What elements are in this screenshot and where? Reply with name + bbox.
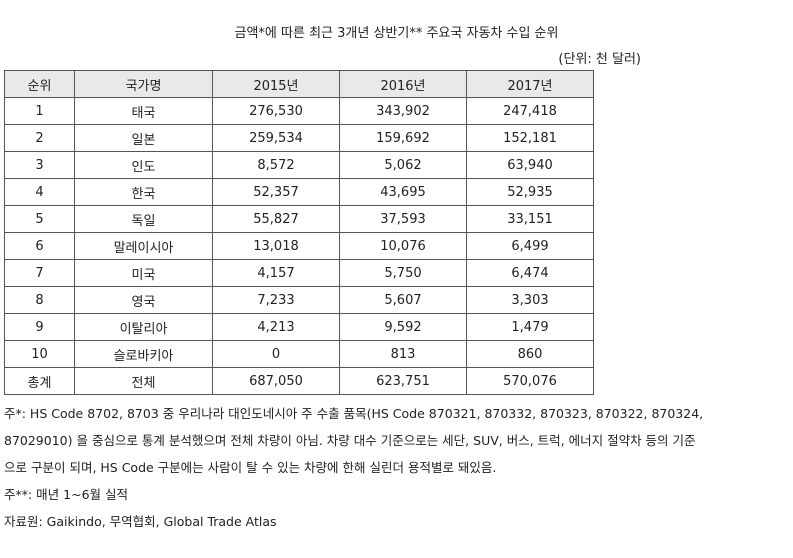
cell-country: 이탈리아 — [74, 313, 213, 341]
cell-2017: 1,479 — [466, 313, 594, 341]
cell-2016: 159,692 — [339, 124, 467, 152]
table-row: 6 말레이시아 13,018 10,076 6,499 — [4, 232, 594, 260]
cell-2015: 8,572 — [212, 151, 340, 179]
cell-rank: 5 — [4, 205, 75, 233]
source-note: 자료원: Gaikindo, 무역협회, Global Trade Atlas — [4, 514, 277, 529]
cell-rank: 9 — [4, 313, 75, 341]
cell-rank: 3 — [4, 151, 75, 179]
cell-2015: 4,213 — [212, 313, 340, 341]
footnote-1-line-2: 87029010) 을 중심으로 통계 분석했으며 전체 차량이 아님. 차량 … — [4, 433, 696, 448]
table-row: 7 미국 4,157 5,750 6,474 — [4, 259, 594, 287]
cell-country: 인도 — [74, 151, 213, 179]
cell-rank: 2 — [4, 124, 75, 152]
table-row: 10 슬로바키아 0 813 860 — [4, 340, 594, 368]
cell-rank: 10 — [4, 340, 75, 368]
cell-2015: 687,050 — [212, 367, 340, 395]
header-rank: 순위 — [4, 70, 75, 98]
table-total-row: 총계 전체 687,050 623,751 570,076 — [4, 367, 594, 395]
cell-2017: 52,935 — [466, 178, 594, 206]
footnote-1-line-3: 으로 구분이 되며, HS Code 구분에는 사람이 탈 수 있는 차량에 한… — [4, 460, 497, 475]
cell-country: 영국 — [74, 286, 213, 314]
cell-rank: 1 — [4, 97, 75, 125]
cell-2015: 13,018 — [212, 232, 340, 260]
table-row: 2 일본 259,534 159,692 152,181 — [4, 124, 594, 152]
cell-2016: 10,076 — [339, 232, 467, 260]
cell-2016: 5,607 — [339, 286, 467, 314]
cell-2016: 623,751 — [339, 367, 467, 395]
import-ranking-table: 순위 국가명 2015년 2016년 2017년 1 태국 276,530 34… — [4, 70, 594, 395]
header-2017: 2017년 — [466, 70, 594, 98]
cell-2015: 276,530 — [212, 97, 340, 125]
cell-2017: 33,151 — [466, 205, 594, 233]
cell-rank: 8 — [4, 286, 75, 314]
table-header-row: 순위 국가명 2015년 2016년 2017년 — [4, 70, 594, 98]
cell-country: 미국 — [74, 259, 213, 287]
cell-country: 독일 — [74, 205, 213, 233]
cell-country: 전체 — [74, 367, 213, 395]
cell-rank: 6 — [4, 232, 75, 260]
cell-2017: 152,181 — [466, 124, 594, 152]
cell-2017: 6,474 — [466, 259, 594, 287]
cell-2015: 52,357 — [212, 178, 340, 206]
cell-rank: 총계 — [4, 367, 75, 395]
cell-2015: 7,233 — [212, 286, 340, 314]
cell-2016: 9,592 — [339, 313, 467, 341]
cell-2017: 860 — [466, 340, 594, 368]
footnote-2: 주**: 매년 1~6월 실적 — [4, 487, 129, 502]
cell-country: 말레이시아 — [74, 232, 213, 260]
table-row: 8 영국 7,233 5,607 3,303 — [4, 286, 594, 314]
cell-2016: 37,593 — [339, 205, 467, 233]
cell-2016: 813 — [339, 340, 467, 368]
cell-2016: 43,695 — [339, 178, 467, 206]
header-2015: 2015년 — [212, 70, 340, 98]
cell-country: 슬로바키아 — [74, 340, 213, 368]
cell-country: 한국 — [74, 178, 213, 206]
cell-2016: 343,902 — [339, 97, 467, 125]
cell-2015: 0 — [212, 340, 340, 368]
cell-country: 일본 — [74, 124, 213, 152]
footnotes: 주*: HS Code 8702, 8703 중 우리나라 대인도네시아 주 수… — [4, 400, 789, 535]
header-country: 국가명 — [74, 70, 213, 98]
cell-2015: 259,534 — [212, 124, 340, 152]
table-row: 1 태국 276,530 343,902 247,418 — [4, 97, 594, 125]
header-2016: 2016년 — [339, 70, 467, 98]
unit-label: (단위: 천 달러) — [558, 52, 641, 67]
cell-2017: 247,418 — [466, 97, 594, 125]
cell-rank: 7 — [4, 259, 75, 287]
cell-country: 태국 — [74, 97, 213, 125]
cell-rank: 4 — [4, 178, 75, 206]
table-row: 3 인도 8,572 5,062 63,940 — [4, 151, 594, 179]
cell-2017: 570,076 — [466, 367, 594, 395]
cell-2015: 4,157 — [212, 259, 340, 287]
cell-2015: 55,827 — [212, 205, 340, 233]
cell-2016: 5,750 — [339, 259, 467, 287]
table-row: 9 이탈리아 4,213 9,592 1,479 — [4, 313, 594, 341]
table-title: 금액*에 따른 최근 3개년 상반기** 주요국 자동차 수입 순위 — [234, 26, 559, 41]
table-row: 4 한국 52,357 43,695 52,935 — [4, 178, 594, 206]
cell-2017: 63,940 — [466, 151, 594, 179]
cell-2017: 3,303 — [466, 286, 594, 314]
cell-2017: 6,499 — [466, 232, 594, 260]
cell-2016: 5,062 — [339, 151, 467, 179]
table-row: 5 독일 55,827 37,593 33,151 — [4, 205, 594, 233]
footnote-1-line-1: 주*: HS Code 8702, 8703 중 우리나라 대인도네시아 주 수… — [4, 406, 704, 421]
